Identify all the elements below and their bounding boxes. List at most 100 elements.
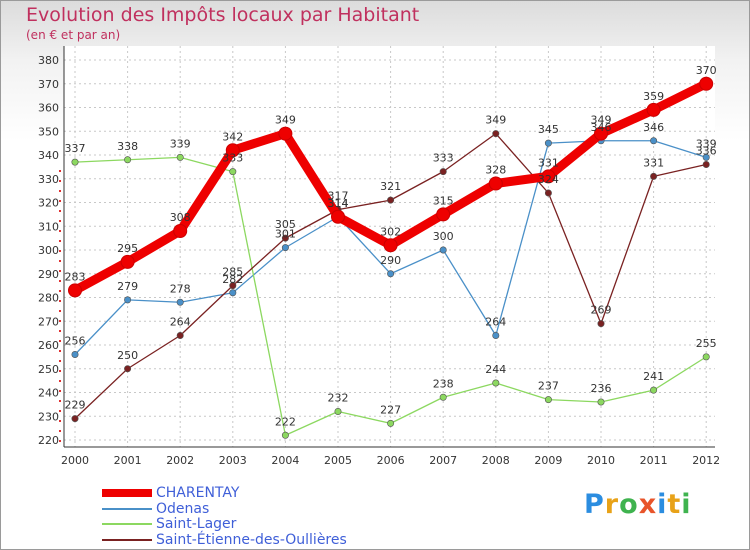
- data-label: 359: [643, 90, 664, 103]
- legend-swatch: [102, 508, 152, 510]
- data-label: 336: [696, 145, 717, 158]
- data-point: [650, 386, 658, 394]
- logo-letter: i: [681, 489, 692, 520]
- data-label: 283: [65, 270, 86, 283]
- y-tick-label: 310: [38, 220, 59, 233]
- data-label: 349: [485, 114, 506, 127]
- data-label: 285: [222, 266, 243, 279]
- data-label: 339: [170, 137, 191, 150]
- y-tick-label: 250: [38, 363, 59, 376]
- data-label: 290: [380, 254, 401, 267]
- legend-item: Odenas: [102, 501, 209, 517]
- data-point: [225, 143, 240, 158]
- data-point: [699, 76, 714, 91]
- data-label: 333: [433, 152, 454, 165]
- y-tick-label: 290: [38, 268, 59, 281]
- legend-label: Saint-Étienne-des-Oullières: [156, 532, 347, 548]
- y-tick-label: 240: [38, 387, 59, 400]
- logo-letter: o: [619, 489, 639, 520]
- data-label: 328: [485, 164, 506, 177]
- legend-swatch: [102, 523, 152, 525]
- y-tick-label: 370: [38, 78, 59, 91]
- data-label: 342: [222, 130, 243, 143]
- data-point: [229, 168, 237, 176]
- y-tick-label: 230: [38, 410, 59, 423]
- data-label: 346: [591, 121, 612, 134]
- data-point: [650, 137, 658, 145]
- y-tick-label: 260: [38, 339, 59, 352]
- data-point: [492, 130, 500, 138]
- data-point: [439, 246, 447, 254]
- x-tick-label: 2012: [692, 454, 720, 467]
- data-label: 244: [485, 363, 506, 376]
- x-tick-label: 2005: [324, 454, 352, 467]
- x-tick-label: 2001: [114, 454, 142, 467]
- data-label: 339: [696, 137, 717, 150]
- logo-letter: P: [584, 489, 605, 520]
- data-point: [124, 296, 132, 304]
- x-tick-label: 2009: [534, 454, 562, 467]
- data-point: [597, 320, 605, 328]
- data-point: [544, 189, 552, 197]
- data-point: [120, 254, 135, 269]
- data-label: 333: [222, 152, 243, 165]
- data-label: 264: [485, 316, 506, 329]
- logo-letter: x: [638, 489, 658, 520]
- data-point: [124, 365, 132, 373]
- data-label: 241: [643, 370, 664, 383]
- data-label: 314: [328, 197, 349, 210]
- data-point: [229, 289, 237, 297]
- data-point: [334, 407, 342, 415]
- logo-letter: t: [667, 489, 682, 520]
- data-point: [281, 234, 289, 242]
- data-point: [71, 158, 79, 166]
- data-label: 278: [170, 282, 191, 295]
- y-tick-label: 380: [38, 54, 59, 67]
- data-label: 237: [538, 380, 559, 393]
- legend-label: Saint-Lager: [156, 516, 237, 532]
- data-label: 314: [328, 197, 349, 210]
- data-point: [439, 393, 447, 401]
- y-tick-label: 360: [38, 102, 59, 115]
- x-tick-label: 2010: [587, 454, 615, 467]
- logo-letter: i: [657, 489, 668, 520]
- data-point: [544, 396, 552, 404]
- data-label: 349: [591, 114, 612, 127]
- data-label: 282: [222, 273, 243, 286]
- data-point: [71, 350, 79, 358]
- data-label: 301: [275, 228, 296, 241]
- data-label: 308: [170, 211, 191, 224]
- data-point: [387, 270, 395, 278]
- x-tick-label: 2007: [429, 454, 457, 467]
- data-label: 295: [117, 242, 138, 255]
- data-point: [597, 398, 605, 406]
- data-point: [176, 153, 184, 161]
- data-label: 222: [275, 415, 296, 428]
- chart-subtitle: (en € et par an): [26, 28, 121, 42]
- x-tick-label: 2002: [166, 454, 194, 467]
- legend-item: Saint-Étienne-des-Oullières: [102, 532, 347, 548]
- data-point: [646, 102, 661, 117]
- data-point: [383, 238, 398, 253]
- data-point: [650, 172, 658, 180]
- data-point: [229, 282, 237, 290]
- data-point: [387, 419, 395, 427]
- data-point: [281, 244, 289, 252]
- data-label: 349: [275, 114, 296, 127]
- data-label: 338: [117, 140, 138, 153]
- data-point: [281, 431, 289, 439]
- data-point: [544, 139, 552, 147]
- data-label: 345: [538, 123, 559, 136]
- data-point: [594, 126, 608, 141]
- data-point: [176, 331, 184, 339]
- y-tick-label: 220: [38, 434, 59, 447]
- chart-title: Evolution des Impôts locaux par Habitant: [26, 4, 420, 26]
- proxiti-logo: Proxiti: [584, 489, 692, 520]
- legend-swatch: [102, 539, 152, 541]
- data-point: [176, 298, 184, 306]
- data-point: [387, 196, 395, 204]
- data-point: [702, 353, 710, 361]
- legend-label: Odenas: [156, 501, 210, 517]
- data-label: 324: [538, 173, 559, 186]
